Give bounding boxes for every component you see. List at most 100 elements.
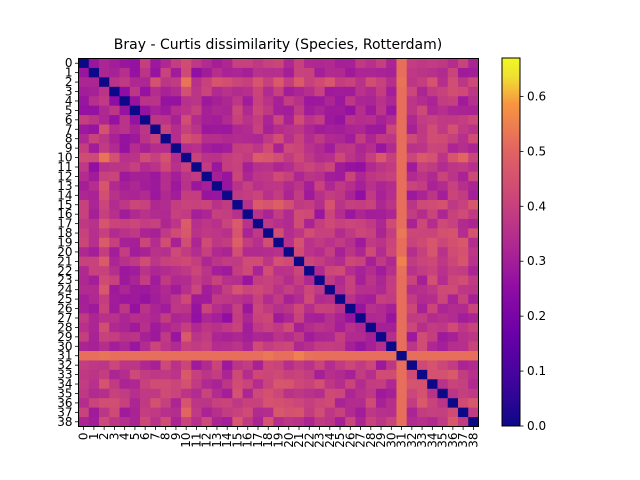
heatmap-cell	[232, 341, 244, 352]
heatmap-cell	[304, 266, 315, 276]
heatmap-cell	[88, 322, 100, 333]
heatmap-cell	[283, 266, 295, 276]
heatmap-cell	[416, 218, 428, 229]
heatmap-cell	[211, 313, 223, 324]
heatmap-cell	[181, 77, 192, 88]
heatmap-cell	[222, 360, 233, 371]
heatmap-cell	[386, 256, 397, 267]
heatmap-cell	[191, 379, 202, 390]
heatmap-cell	[304, 294, 315, 305]
heatmap-cell	[365, 181, 377, 192]
heatmap-cell	[468, 341, 479, 352]
heatmap-cell	[427, 133, 438, 144]
heatmap-cell	[160, 77, 172, 88]
heatmap-cell	[365, 96, 377, 107]
heatmap-cell	[88, 96, 100, 107]
heatmap-cell	[222, 133, 233, 144]
heatmap-cell	[365, 77, 377, 88]
heatmap-cell	[191, 237, 202, 248]
heatmap-cell	[78, 360, 90, 371]
heatmap-cell	[437, 351, 449, 361]
heatmap-cell	[396, 369, 408, 380]
heatmap-cell	[232, 218, 244, 229]
heatmap-cell	[150, 133, 161, 144]
heatmap-cell	[427, 322, 438, 333]
heatmap-cell	[140, 58, 151, 69]
heatmap-cell	[396, 218, 408, 229]
heatmap-cell	[119, 96, 131, 107]
heatmap-cell	[99, 313, 110, 324]
heatmap-cell	[334, 143, 346, 154]
heatmap-cell	[252, 303, 264, 314]
y-tick-label: 23	[57, 273, 72, 287]
heatmap-cell	[314, 294, 326, 305]
heatmap-cell	[109, 58, 120, 69]
heatmap-cell	[78, 105, 90, 116]
heatmap-cell	[324, 407, 336, 418]
x-tick-label: 17	[251, 433, 265, 448]
heatmap-cell	[375, 171, 387, 182]
heatmap-cell	[365, 256, 377, 267]
heatmap-cell	[170, 152, 182, 163]
heatmap-cell	[406, 171, 418, 182]
heatmap-cell	[283, 152, 295, 163]
heatmap-cell	[447, 417, 459, 427]
heatmap-cell	[252, 247, 264, 258]
heatmap-cell	[468, 58, 479, 69]
heatmap-cell	[345, 294, 356, 305]
x-tick-label: 36	[446, 433, 460, 448]
heatmap-cell	[242, 275, 254, 286]
heatmap-cell	[232, 190, 244, 201]
heatmap-cell	[293, 133, 305, 144]
heatmap-cell	[437, 86, 449, 97]
heatmap-cell	[191, 209, 202, 220]
heatmap-cell	[334, 77, 346, 88]
heatmap-cell	[201, 152, 213, 163]
heatmap-cell	[406, 162, 418, 173]
heatmap-cell	[263, 77, 274, 88]
heatmap-cell	[263, 181, 274, 192]
heatmap-cell	[427, 313, 438, 324]
heatmap-cell	[273, 360, 285, 371]
heatmap-cell	[109, 341, 120, 352]
heatmap-cell	[78, 379, 90, 390]
heatmap-cell	[263, 190, 274, 201]
heatmap-cell	[314, 115, 326, 125]
heatmap-cell	[406, 379, 418, 390]
heatmap-cell	[365, 67, 377, 78]
heatmap-cell	[334, 86, 346, 97]
heatmap-cell	[386, 294, 397, 305]
x-tick-label: 22	[302, 433, 316, 448]
heatmap-cell	[181, 143, 192, 154]
heatmap-cell	[181, 284, 192, 295]
heatmap-cell	[263, 360, 274, 371]
heatmap-cell	[283, 181, 295, 192]
heatmap-cell	[314, 124, 326, 135]
heatmap-cell	[355, 228, 367, 239]
heatmap-cell	[375, 58, 387, 69]
heatmap-cell	[129, 218, 141, 229]
heatmap-cell	[355, 360, 367, 371]
heatmap-cell	[283, 133, 295, 144]
heatmap-cell	[457, 190, 469, 201]
heatmap-cell	[201, 96, 213, 107]
heatmap-cell	[396, 58, 408, 69]
heatmap-cell	[252, 369, 264, 380]
heatmap-cell	[191, 360, 202, 371]
heatmap-cell	[355, 417, 367, 427]
heatmap-cell	[468, 209, 479, 220]
heatmap-cell	[170, 360, 182, 371]
x-tick-label: 37	[456, 433, 470, 448]
heatmap-cell	[447, 266, 459, 276]
heatmap-cell	[99, 407, 110, 418]
heatmap-cell	[78, 58, 90, 69]
heatmap-cell	[334, 398, 346, 409]
heatmap-cell	[109, 200, 120, 210]
heatmap-cell	[447, 369, 459, 380]
colorbar-tick-label: 0.6	[527, 89, 546, 103]
heatmap-cell	[396, 341, 408, 352]
heatmap-cell	[88, 379, 100, 390]
heatmap-cell	[304, 133, 315, 144]
heatmap-cell	[191, 369, 202, 380]
heatmap-cell	[457, 171, 469, 182]
